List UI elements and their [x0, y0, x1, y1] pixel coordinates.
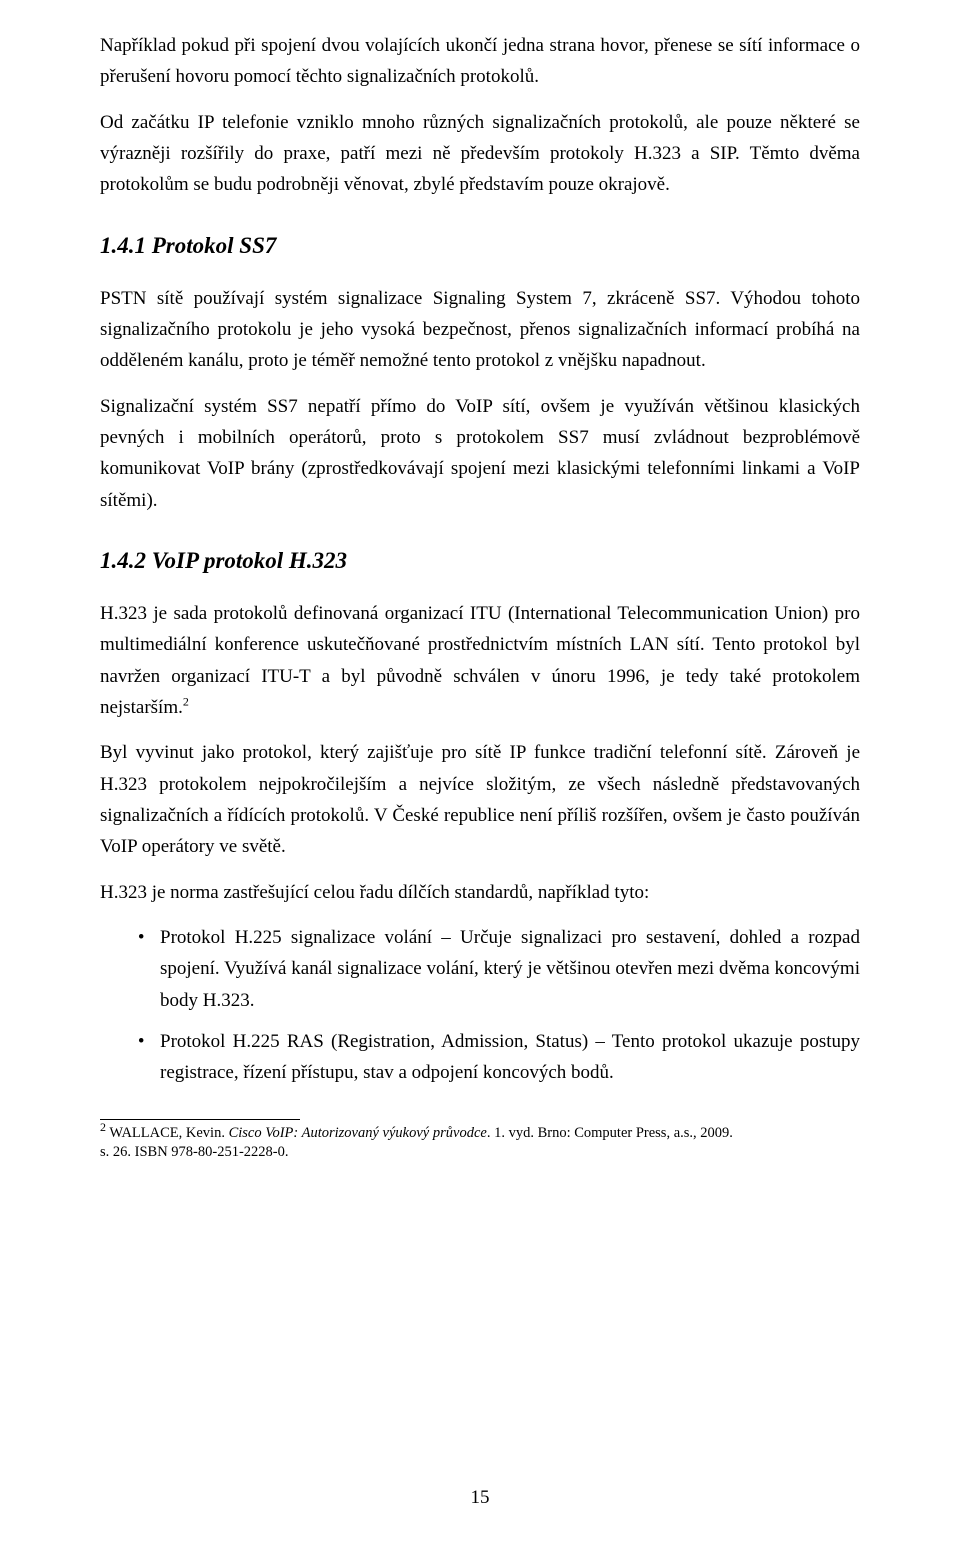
footnote-block: 2 WALLACE, Kevin. Cisco VoIP: Autorizova…: [100, 1124, 860, 1163]
body-paragraph: Signalizační systém SS7 nepatří přímo do…: [100, 391, 860, 516]
heading-1-4-2: 1.4.2 VoIP protokol H.323: [100, 542, 860, 580]
list-item: Protokol H.225 signalizace volání – Urču…: [154, 922, 860, 1016]
paragraph-text: H.323 je sada protokolů definovaná organ…: [100, 603, 860, 718]
footnote-title: Cisco VoIP: Autorizovaný výukový průvodc…: [229, 1125, 487, 1141]
footnote-ref-2: 2: [183, 695, 189, 709]
bullet-list: Protokol H.225 signalizace volání – Urču…: [100, 922, 860, 1089]
body-paragraph: Byl vyvinut jako protokol, který zajišťu…: [100, 737, 860, 862]
list-item: Protokol H.225 RAS (Registration, Admiss…: [154, 1026, 860, 1089]
footnote-text: . 1. vyd. Brno: Computer Press, a.s., 20…: [487, 1125, 733, 1141]
page-container: Například pokud při spojení dvou volajíc…: [0, 0, 960, 1543]
body-paragraph: PSTN sítě používají systém signalizace S…: [100, 283, 860, 377]
page-number: 15: [0, 1482, 960, 1513]
footnote-author: WALLACE, Kevin.: [106, 1125, 229, 1141]
heading-1-4-1: 1.4.1 Protokol SS7: [100, 227, 860, 265]
body-paragraph: Od začátku IP telefonie vzniklo mnoho rů…: [100, 107, 860, 201]
body-paragraph: H.323 je norma zastřešující celou řadu d…: [100, 877, 860, 908]
body-paragraph: H.323 je sada protokolů definovaná organ…: [100, 598, 860, 723]
footnote-text-line2: s. 26. ISBN 978-80-251-2228-0.: [100, 1143, 860, 1163]
body-paragraph: Například pokud při spojení dvou volajíc…: [100, 30, 860, 93]
